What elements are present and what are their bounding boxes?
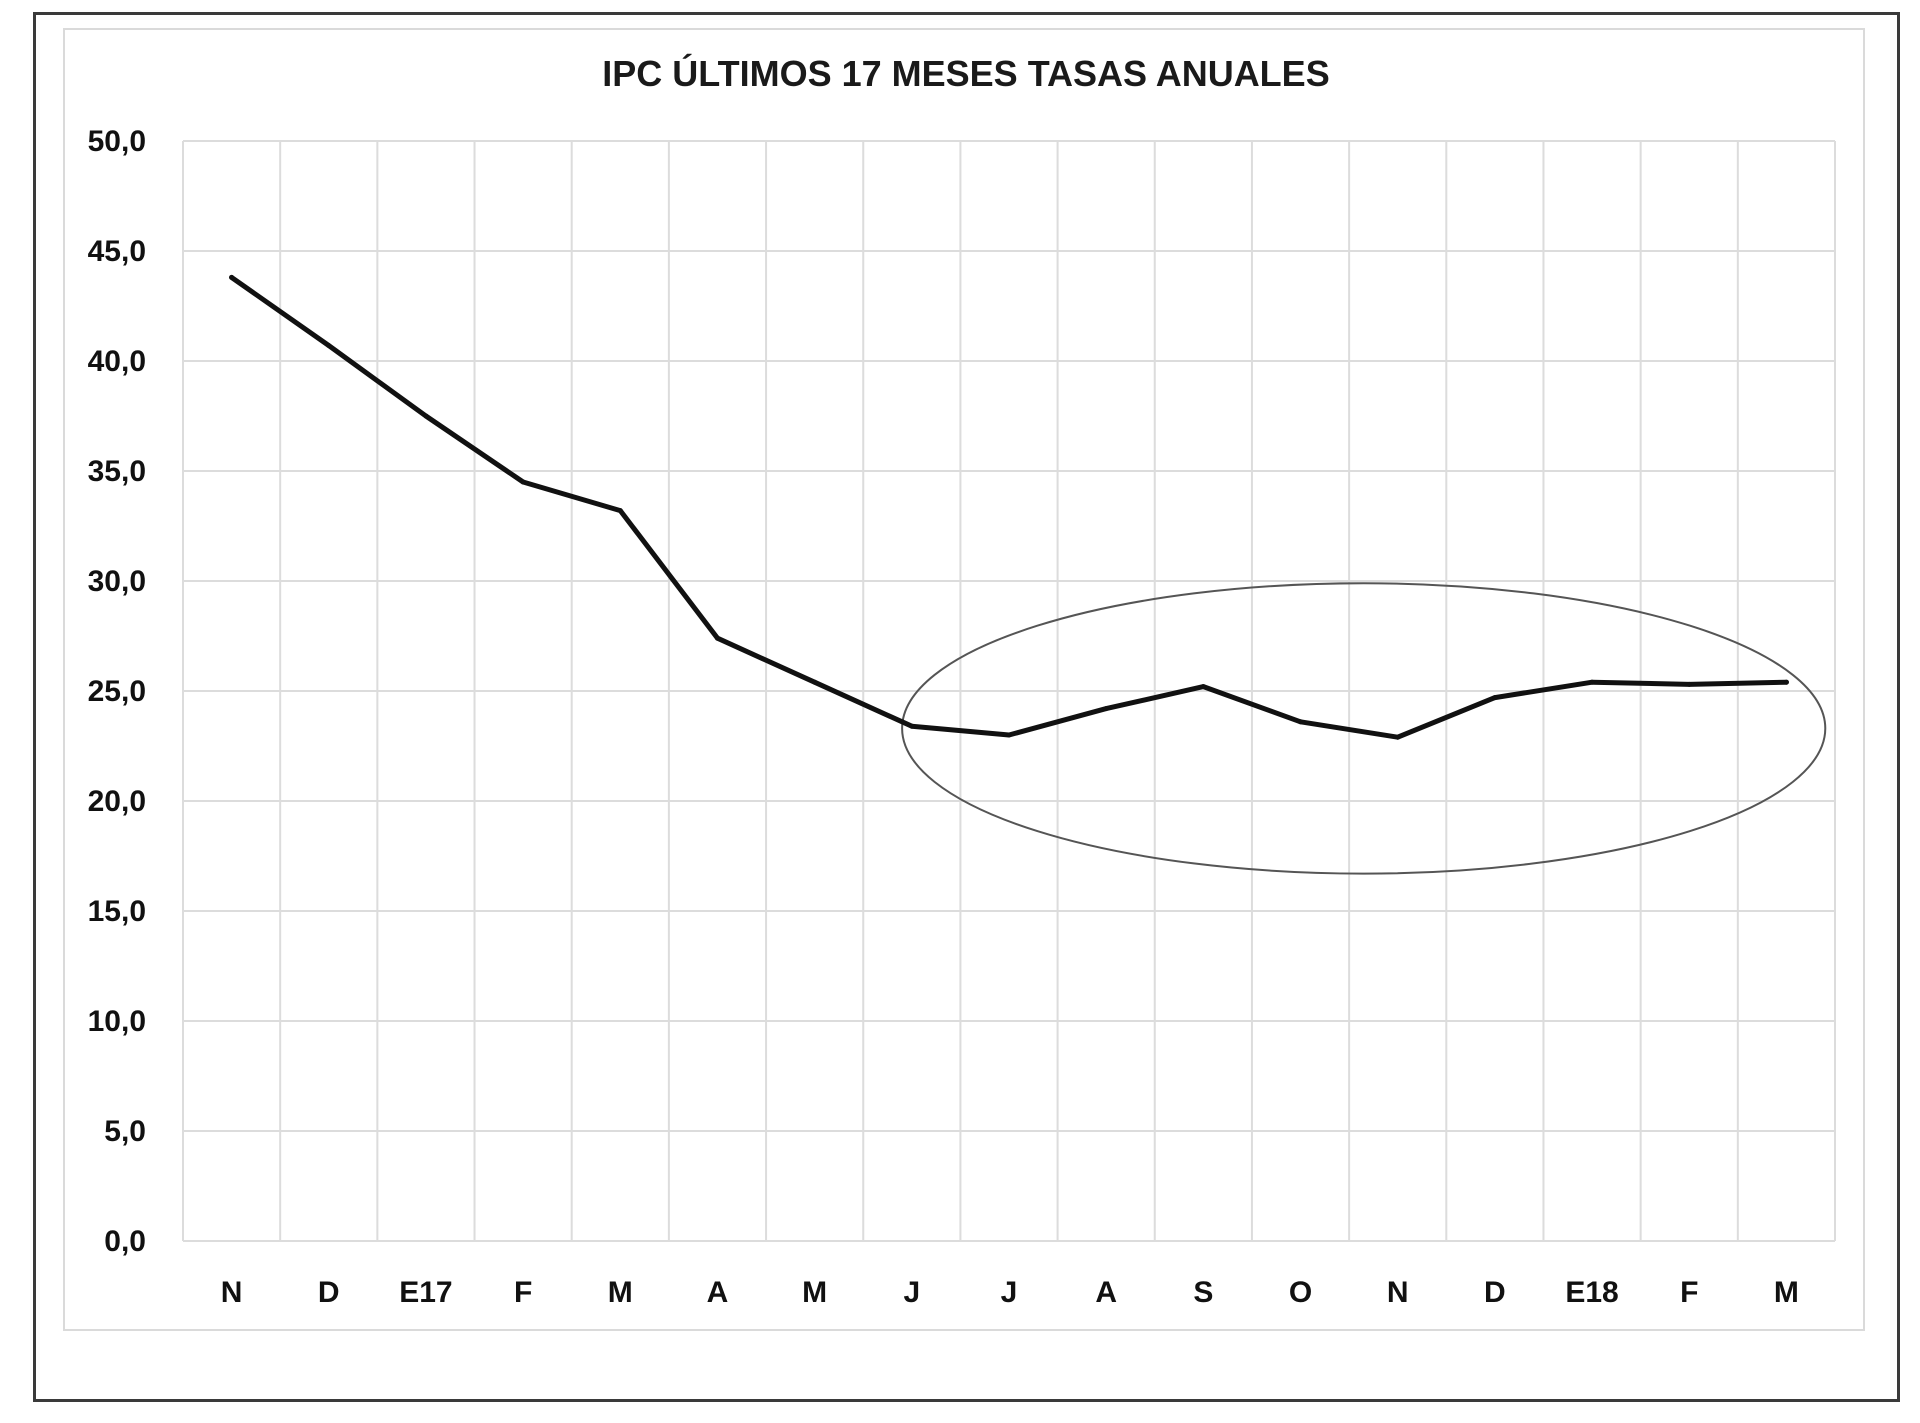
data-point	[229, 274, 235, 280]
data-point	[326, 343, 332, 349]
y-tick-label: 15,0	[88, 895, 146, 928]
y-tick-label: 20,0	[88, 785, 146, 818]
x-tick-label: M	[802, 1276, 827, 1309]
data-point	[520, 479, 526, 485]
data-point	[714, 635, 720, 641]
data-point	[1589, 679, 1595, 685]
series-line	[229, 274, 1789, 740]
data-point	[909, 723, 915, 729]
chart-title: IPC ÚLTIMOS 17 MESES TASAS ANUALES	[602, 52, 1329, 94]
x-tick-label: J	[1001, 1276, 1018, 1309]
x-tick-label: N	[1387, 1276, 1409, 1309]
x-tick-label: O	[1289, 1276, 1312, 1309]
x-axis-ticks: N D E17 F M A M J J A S O N D E18 F M	[221, 1276, 1799, 1309]
gridlines	[182, 140, 1836, 1242]
y-tick-label: 45,0	[88, 235, 146, 268]
y-tick-label: 35,0	[88, 455, 146, 488]
x-tick-label: D	[318, 1276, 340, 1309]
y-tick-label: 40,0	[88, 345, 146, 378]
data-point	[1686, 681, 1692, 687]
x-tick-label: A	[1095, 1276, 1117, 1309]
data-point	[1492, 695, 1498, 701]
x-tick-label: N	[221, 1276, 243, 1309]
y-tick-label: 5,0	[104, 1115, 146, 1148]
x-tick-label: F	[1680, 1276, 1698, 1309]
y-tick-label: 50,0	[88, 125, 146, 158]
y-axis-ticks: 0,0 5,0 10,0 15,0 20,0 25,0 30,0 35,0 40,0 45,0 50…	[88, 125, 146, 1258]
x-tick-label: D	[1484, 1276, 1506, 1309]
data-point	[617, 508, 623, 514]
x-tick-label: A	[707, 1276, 729, 1309]
data-point	[1200, 684, 1206, 690]
y-tick-label: 0,0	[104, 1225, 146, 1258]
annotation	[901, 582, 1827, 875]
data-point	[1395, 734, 1401, 740]
y-tick-label: 25,0	[88, 675, 146, 708]
chart-area	[63, 28, 1865, 1331]
x-tick-label: E17	[399, 1276, 452, 1309]
data-point	[1103, 706, 1109, 712]
data-point	[812, 679, 818, 685]
x-tick-label: F	[514, 1276, 532, 1309]
x-tick-label: E18	[1565, 1276, 1618, 1309]
x-tick-label: S	[1193, 1276, 1213, 1309]
series	[229, 274, 1789, 740]
data-point	[423, 413, 429, 419]
highlight-ellipse	[901, 582, 1827, 875]
x-tick-label: J	[903, 1276, 920, 1309]
data-point	[1006, 732, 1012, 738]
y-tick-label: 10,0	[88, 1005, 146, 1038]
data-point	[1298, 719, 1304, 725]
x-tick-label: M	[1774, 1276, 1799, 1309]
x-tick-label: M	[608, 1276, 633, 1309]
y-tick-label: 30,0	[88, 565, 146, 598]
data-point	[1783, 679, 1789, 685]
